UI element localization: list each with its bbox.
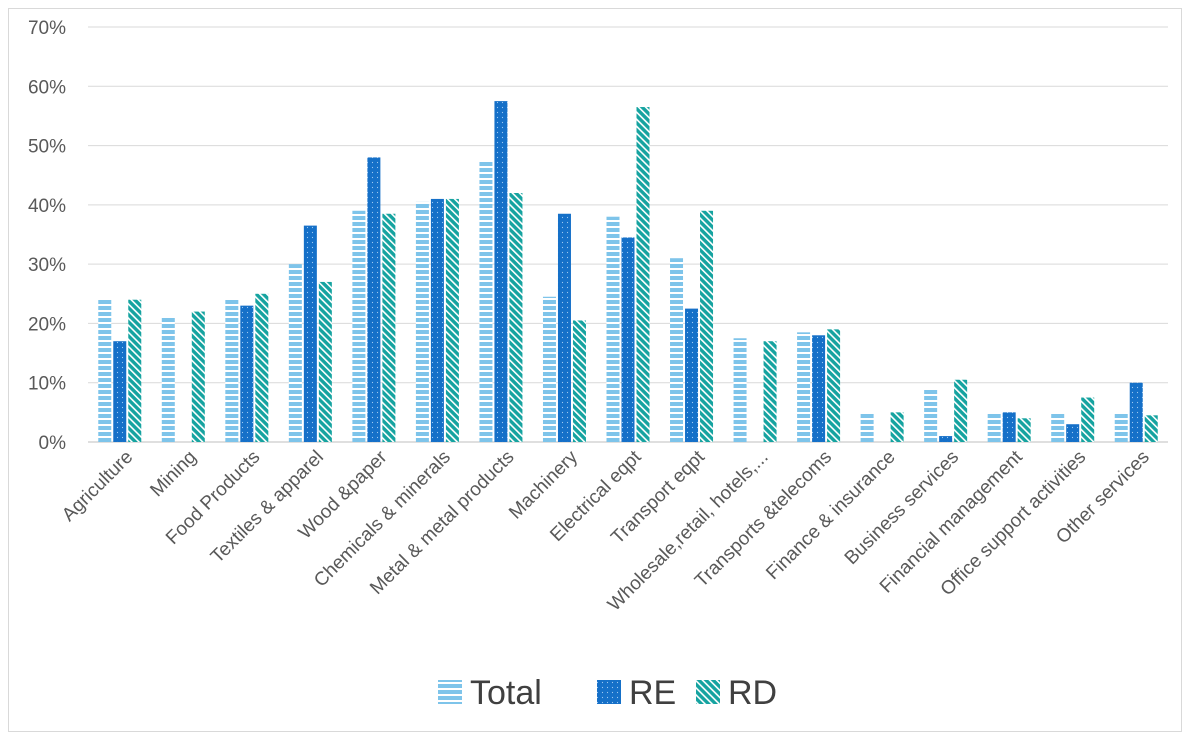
- y-tick-label: 60%: [28, 77, 66, 98]
- y-tick-label: 40%: [28, 196, 66, 217]
- bar-total: [987, 412, 1001, 442]
- bar-re: [494, 101, 508, 442]
- bar-total: [860, 412, 874, 442]
- chart-frame: [8, 8, 1182, 732]
- y-tick-label: 70%: [28, 18, 66, 39]
- bar-re: [812, 335, 826, 442]
- bar-total: [225, 299, 239, 442]
- x-tick-label: Business services: [841, 447, 963, 569]
- bar-re: [303, 225, 317, 442]
- legend-label-rd: RD: [728, 674, 777, 712]
- bar-rd: [1081, 397, 1095, 442]
- bar-rd: [763, 341, 777, 442]
- bar-rd: [700, 210, 714, 442]
- bar-rd: [636, 107, 650, 443]
- y-tick-label: 0%: [39, 433, 67, 454]
- legend-label-re: RE: [629, 674, 676, 712]
- bar-total: [1114, 412, 1128, 442]
- bar-total: [670, 258, 684, 442]
- bar-total: [288, 264, 302, 442]
- x-tick-label: Mining: [146, 447, 200, 501]
- y-axis: 0% 10% 20% 30% 40% 50% 60% 70%: [28, 18, 66, 454]
- bar-total: [415, 201, 429, 442]
- bar-rd: [255, 293, 269, 442]
- bar-re: [1002, 412, 1016, 442]
- bar-re: [1066, 424, 1080, 442]
- y-tick-label: 30%: [28, 255, 66, 276]
- bar-re: [113, 341, 127, 442]
- bar-rd: [954, 379, 968, 442]
- bar-total: [161, 317, 175, 442]
- y-tick-label: 50%: [28, 137, 66, 158]
- legend-label-total: Total: [470, 674, 542, 712]
- bar-re: [557, 213, 571, 442]
- bar-rd: [445, 198, 459, 442]
- bar-total: [797, 332, 811, 442]
- bar-rd: [128, 299, 142, 442]
- bar-rd: [509, 193, 523, 442]
- bar-total: [924, 388, 938, 442]
- x-tick-label: Agriculture: [58, 447, 137, 526]
- bar-total: [352, 210, 366, 442]
- bar-re: [939, 436, 953, 442]
- bar-rd: [1144, 415, 1158, 442]
- bar-rd: [382, 213, 396, 442]
- bar-rd: [1017, 418, 1031, 442]
- y-tick-label: 20%: [28, 314, 66, 335]
- bar-re: [1129, 382, 1143, 442]
- y-tick-label: 10%: [28, 374, 66, 395]
- bar-total: [542, 296, 556, 442]
- legend-swatch-total: [438, 680, 462, 704]
- bars: [98, 101, 1158, 443]
- legend-swatch-rd: [696, 680, 720, 704]
- legend-swatch-re: [597, 680, 621, 704]
- bar-re: [685, 308, 699, 442]
- bar-rd: [572, 320, 586, 442]
- bar-rd: [890, 412, 904, 442]
- bar-re: [240, 305, 254, 442]
- bar-re: [621, 237, 635, 442]
- bar-re: [430, 198, 444, 442]
- bar-rd: [191, 311, 205, 442]
- bar-rd: [827, 329, 841, 442]
- bar-total: [1051, 412, 1065, 442]
- bar-total: [733, 338, 747, 442]
- bar-rd: [318, 281, 332, 442]
- x-tick-label: Textiles & apparel: [207, 447, 328, 568]
- legend: Total RE RD: [438, 674, 777, 712]
- bar-total: [98, 299, 112, 442]
- bar-total: [606, 216, 620, 442]
- bar-total: [479, 160, 493, 442]
- bar-re: [367, 157, 381, 442]
